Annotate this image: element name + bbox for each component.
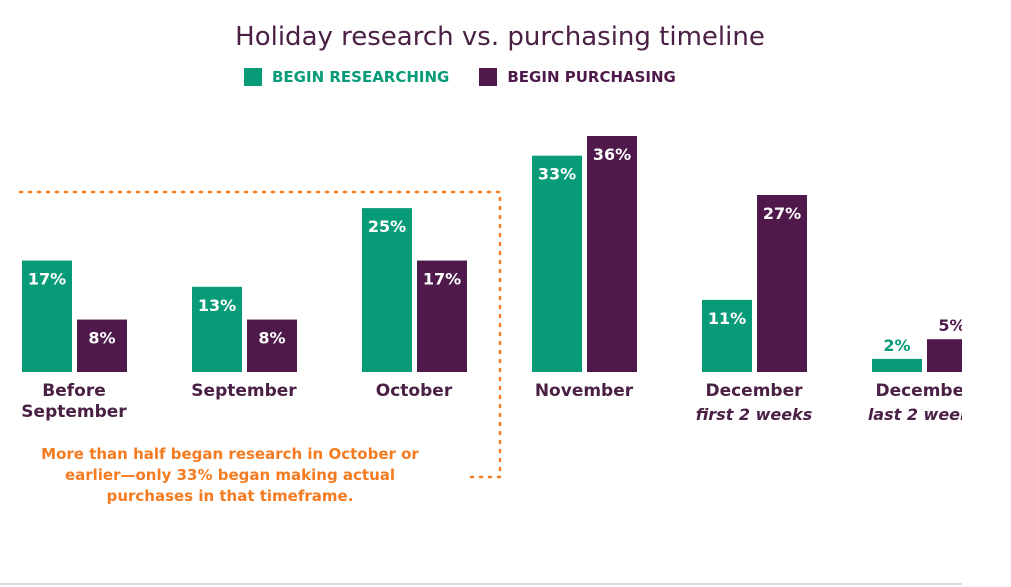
annotation-text-end: began making actual purchases in that ti…: [106, 466, 396, 505]
plot-area: 17%8%BeforeSeptember13%8%September25%17%…: [0, 136, 980, 585]
data-label: 36%: [593, 145, 631, 164]
data-label: 33%: [538, 165, 576, 184]
category-label: November: [535, 381, 634, 401]
legend-swatch-researching: [244, 68, 262, 86]
bar-researching: [702, 299, 752, 372]
legend-item-purchasing: BEGIN PURCHASING: [479, 68, 676, 86]
bar-purchasing: [77, 319, 127, 372]
bar-purchasing: [757, 195, 807, 372]
category-label: Before: [42, 381, 105, 401]
bar-purchasing: [417, 260, 467, 372]
category-sublabel: first 2 weeks: [696, 405, 813, 424]
category-label: December: [705, 381, 803, 401]
data-label: 8%: [88, 329, 115, 348]
category-label: October: [376, 381, 453, 401]
legend: BEGIN RESEARCHING BEGIN PURCHASING: [244, 68, 676, 86]
data-label: 5%: [938, 316, 965, 335]
annotation: More than half began research in October…: [20, 444, 440, 507]
legend-label: BEGIN RESEARCHING: [272, 68, 450, 86]
annotation-bold: only 33%: [135, 466, 213, 484]
legend-swatch-purchasing: [479, 68, 498, 86]
data-label: 13%: [198, 296, 236, 315]
category-label-line2: September: [21, 402, 127, 422]
data-label: 25%: [368, 217, 406, 236]
bar-researching: [22, 260, 72, 372]
legend-label: BEGIN PURCHASING: [507, 68, 676, 86]
data-label: 17%: [28, 270, 66, 289]
data-label: 8%: [258, 329, 285, 348]
data-label: 17%: [423, 270, 461, 289]
annotation-text: More than half began research in October…: [41, 445, 419, 484]
data-label: 11%: [708, 309, 746, 328]
category-label: September: [191, 381, 297, 401]
bar-researching: [192, 286, 242, 372]
bar-purchasing: [247, 319, 297, 372]
category-sublabel: last 2 weeks: [868, 405, 980, 424]
bar-researching: [532, 155, 582, 372]
bar-researching: [362, 208, 412, 372]
data-label: 2%: [883, 336, 910, 355]
bar-purchasing: [927, 339, 962, 372]
annotation-box: [18, 190, 502, 479]
chart-title: Holiday research vs. purchasing timeline: [235, 22, 765, 52]
bar-purchasing: [587, 136, 637, 372]
bar-researching: [872, 358, 922, 372]
data-label: 27%: [763, 204, 801, 223]
category-label: December: [875, 381, 973, 401]
legend-item-researching: BEGIN RESEARCHING: [244, 68, 449, 86]
